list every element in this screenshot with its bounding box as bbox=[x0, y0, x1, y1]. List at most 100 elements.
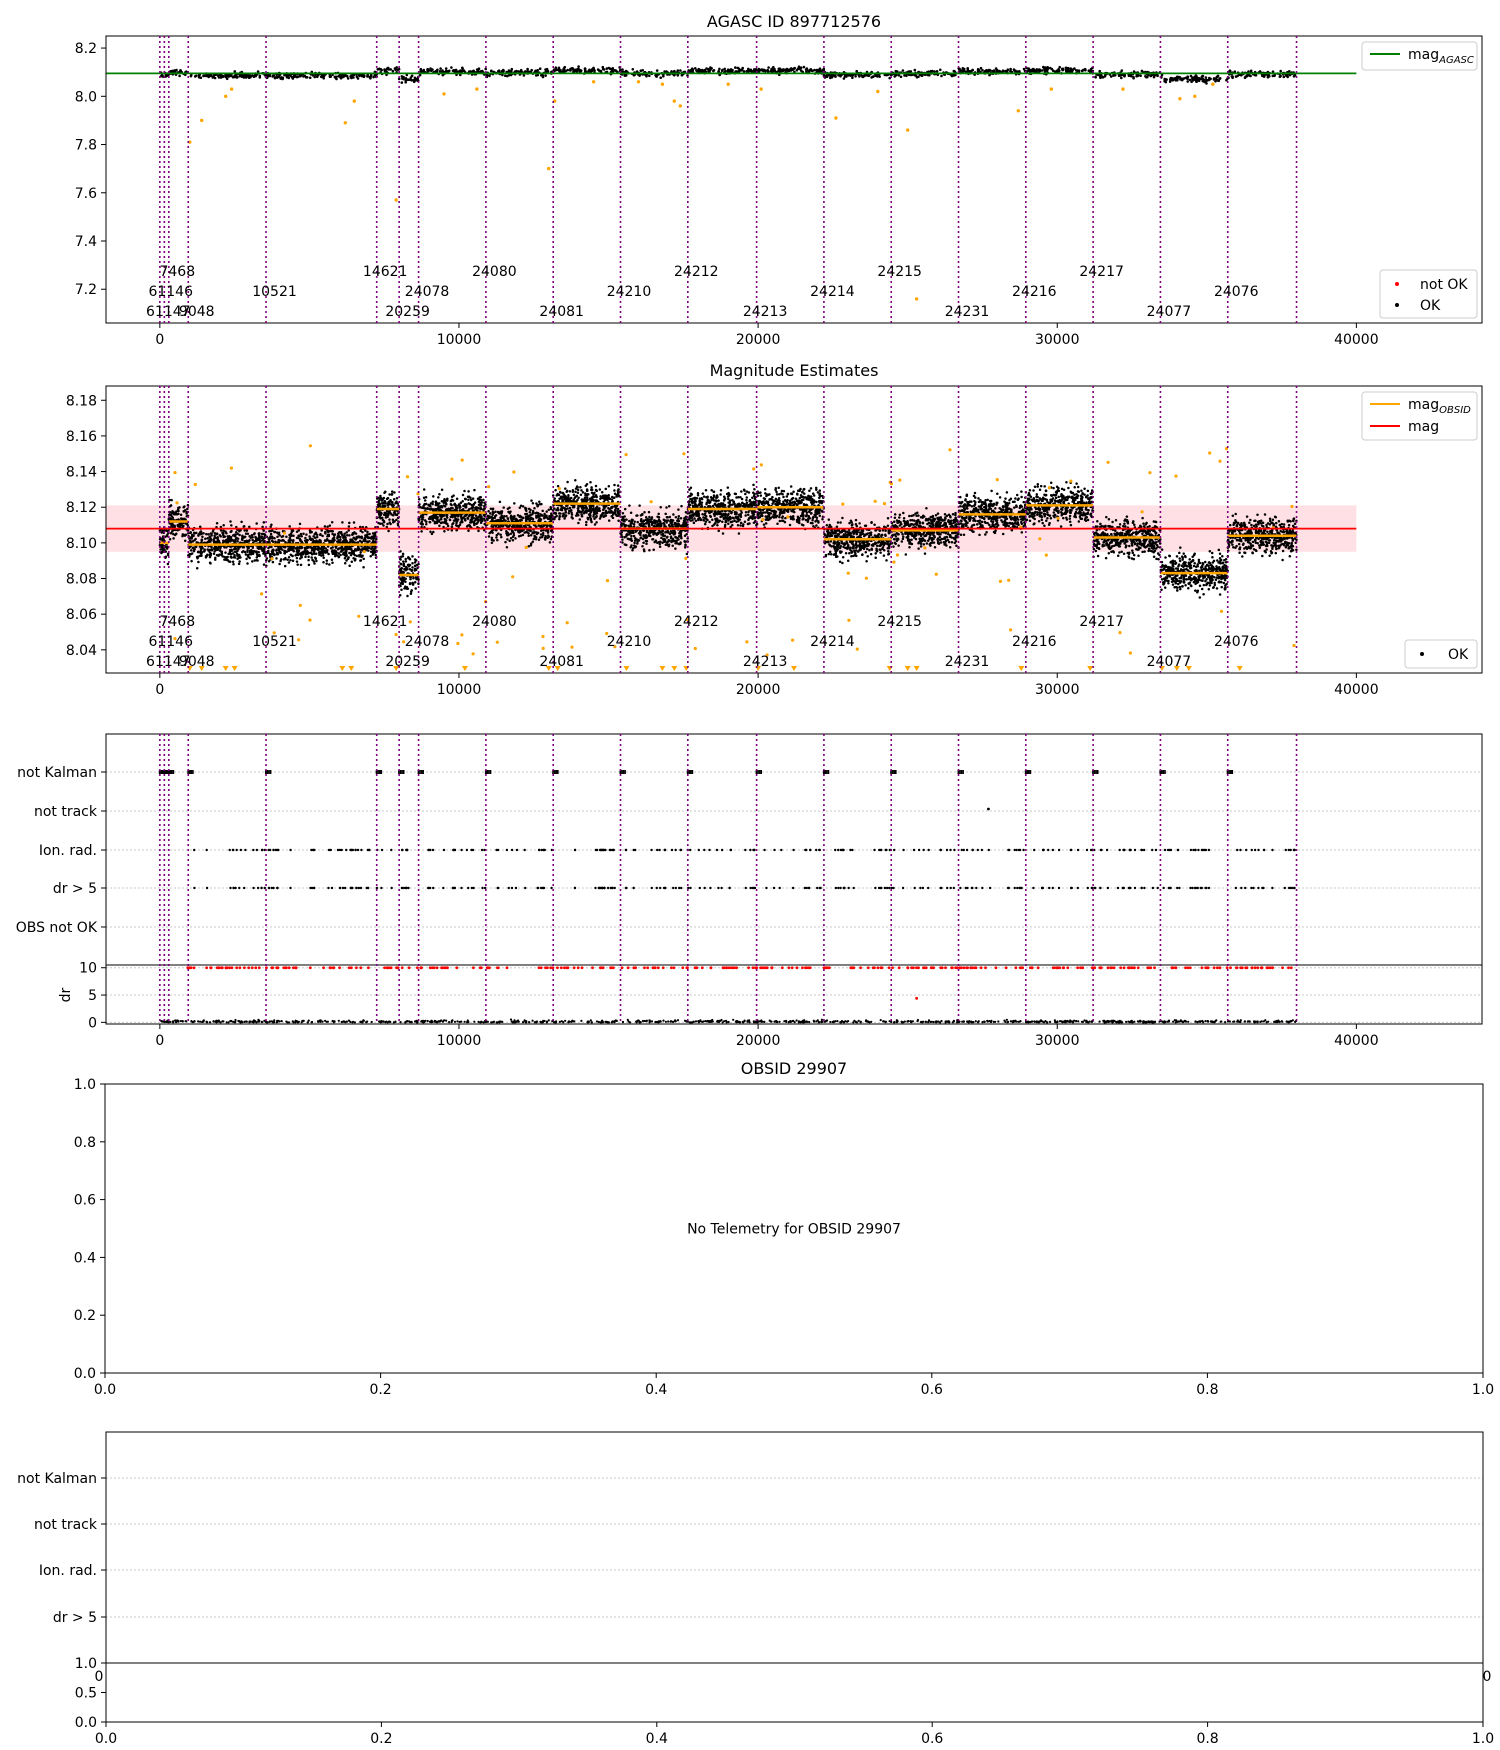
ok-point bbox=[200, 538, 204, 542]
ok-point bbox=[437, 519, 441, 522]
ok-point bbox=[352, 521, 356, 524]
ok-point bbox=[491, 510, 495, 514]
ok-point bbox=[655, 69, 659, 72]
ok-point bbox=[757, 70, 761, 73]
ok-point bbox=[400, 81, 404, 84]
ok-point bbox=[927, 70, 930, 73]
ok-point bbox=[334, 76, 337, 79]
ok-point bbox=[194, 537, 197, 541]
ok-point bbox=[1249, 69, 1253, 73]
ok-point bbox=[337, 534, 340, 537]
ok-point bbox=[222, 523, 225, 527]
ok-point bbox=[586, 509, 590, 512]
ok-point bbox=[242, 525, 246, 528]
ok-point bbox=[720, 69, 724, 72]
ok-point bbox=[368, 536, 372, 540]
ok-point bbox=[165, 547, 169, 550]
ok-point bbox=[408, 557, 412, 561]
ok-point bbox=[992, 69, 996, 72]
ok-point bbox=[613, 511, 617, 514]
ok-point bbox=[328, 563, 331, 566]
ok-point bbox=[175, 68, 178, 72]
suspect-point bbox=[759, 87, 763, 91]
ok-point bbox=[525, 516, 528, 520]
ok-point bbox=[1279, 74, 1282, 78]
ok-point bbox=[499, 510, 503, 513]
ok-point bbox=[407, 78, 411, 81]
ok-point bbox=[548, 524, 552, 527]
ok-point bbox=[697, 68, 701, 71]
ok-point bbox=[408, 582, 412, 585]
ok-point bbox=[833, 74, 837, 78]
ok-point bbox=[566, 480, 569, 484]
ok-point bbox=[311, 538, 314, 541]
ok-point bbox=[230, 529, 233, 533]
ok-point bbox=[173, 69, 176, 72]
ok-point bbox=[700, 70, 704, 73]
ok-point bbox=[426, 507, 429, 510]
ok-point bbox=[1147, 73, 1150, 77]
ok-point bbox=[506, 538, 509, 541]
ok-point bbox=[1292, 75, 1296, 78]
ok-point bbox=[359, 535, 363, 539]
ok-point bbox=[438, 508, 441, 511]
ok-point bbox=[593, 69, 596, 72]
ok-point bbox=[448, 508, 452, 511]
ok-point bbox=[580, 489, 583, 492]
suspect-point bbox=[352, 99, 356, 103]
ok-point bbox=[230, 556, 233, 559]
ok-point bbox=[378, 515, 381, 519]
ok-point bbox=[971, 68, 974, 72]
ok-point bbox=[586, 489, 589, 492]
ok-point bbox=[322, 76, 326, 80]
ok-point bbox=[194, 74, 198, 78]
ok-point bbox=[289, 74, 292, 78]
ok-point bbox=[527, 534, 530, 537]
ok-point bbox=[425, 522, 428, 526]
ok-point bbox=[440, 513, 443, 516]
suspect-point bbox=[229, 87, 234, 91]
ok-point bbox=[526, 67, 529, 71]
ok-point bbox=[1120, 69, 1124, 72]
ok-point bbox=[351, 540, 355, 543]
ok-point bbox=[289, 553, 293, 557]
ok-point bbox=[168, 498, 171, 502]
ok-point bbox=[275, 76, 279, 79]
ok-point bbox=[578, 518, 582, 521]
ok-point bbox=[861, 75, 864, 78]
ok-point bbox=[668, 515, 672, 519]
ok-point bbox=[474, 506, 477, 509]
ok-point bbox=[281, 538, 285, 542]
ok-point bbox=[766, 68, 769, 72]
ok-point bbox=[207, 533, 210, 536]
ok-point bbox=[423, 499, 427, 502]
ok-point bbox=[598, 509, 602, 513]
ok-point bbox=[397, 77, 401, 81]
ok-point bbox=[278, 562, 281, 566]
ok-point bbox=[543, 512, 546, 516]
ok-point bbox=[487, 535, 491, 538]
ok-point bbox=[561, 498, 565, 502]
ok-point bbox=[229, 552, 232, 556]
ok-point bbox=[209, 74, 213, 78]
ok-point bbox=[410, 589, 413, 592]
ok-point bbox=[245, 557, 248, 561]
ok-point bbox=[411, 555, 414, 558]
ok-point bbox=[171, 516, 174, 519]
ok-point bbox=[236, 532, 239, 536]
ok-point bbox=[1035, 68, 1038, 71]
ok-point bbox=[362, 557, 365, 561]
ok-point bbox=[334, 550, 338, 553]
ok-point bbox=[705, 67, 708, 70]
ok-point bbox=[472, 70, 475, 74]
ok-point bbox=[412, 577, 415, 580]
ok-point bbox=[358, 539, 362, 543]
ok-point bbox=[1016, 70, 1019, 73]
ok-point bbox=[474, 517, 478, 521]
ok-point bbox=[231, 560, 235, 563]
ok-point bbox=[236, 549, 239, 553]
ok-point bbox=[262, 529, 265, 532]
ok-point bbox=[587, 493, 590, 496]
ok-point bbox=[1050, 67, 1054, 71]
ok-point bbox=[560, 507, 563, 510]
